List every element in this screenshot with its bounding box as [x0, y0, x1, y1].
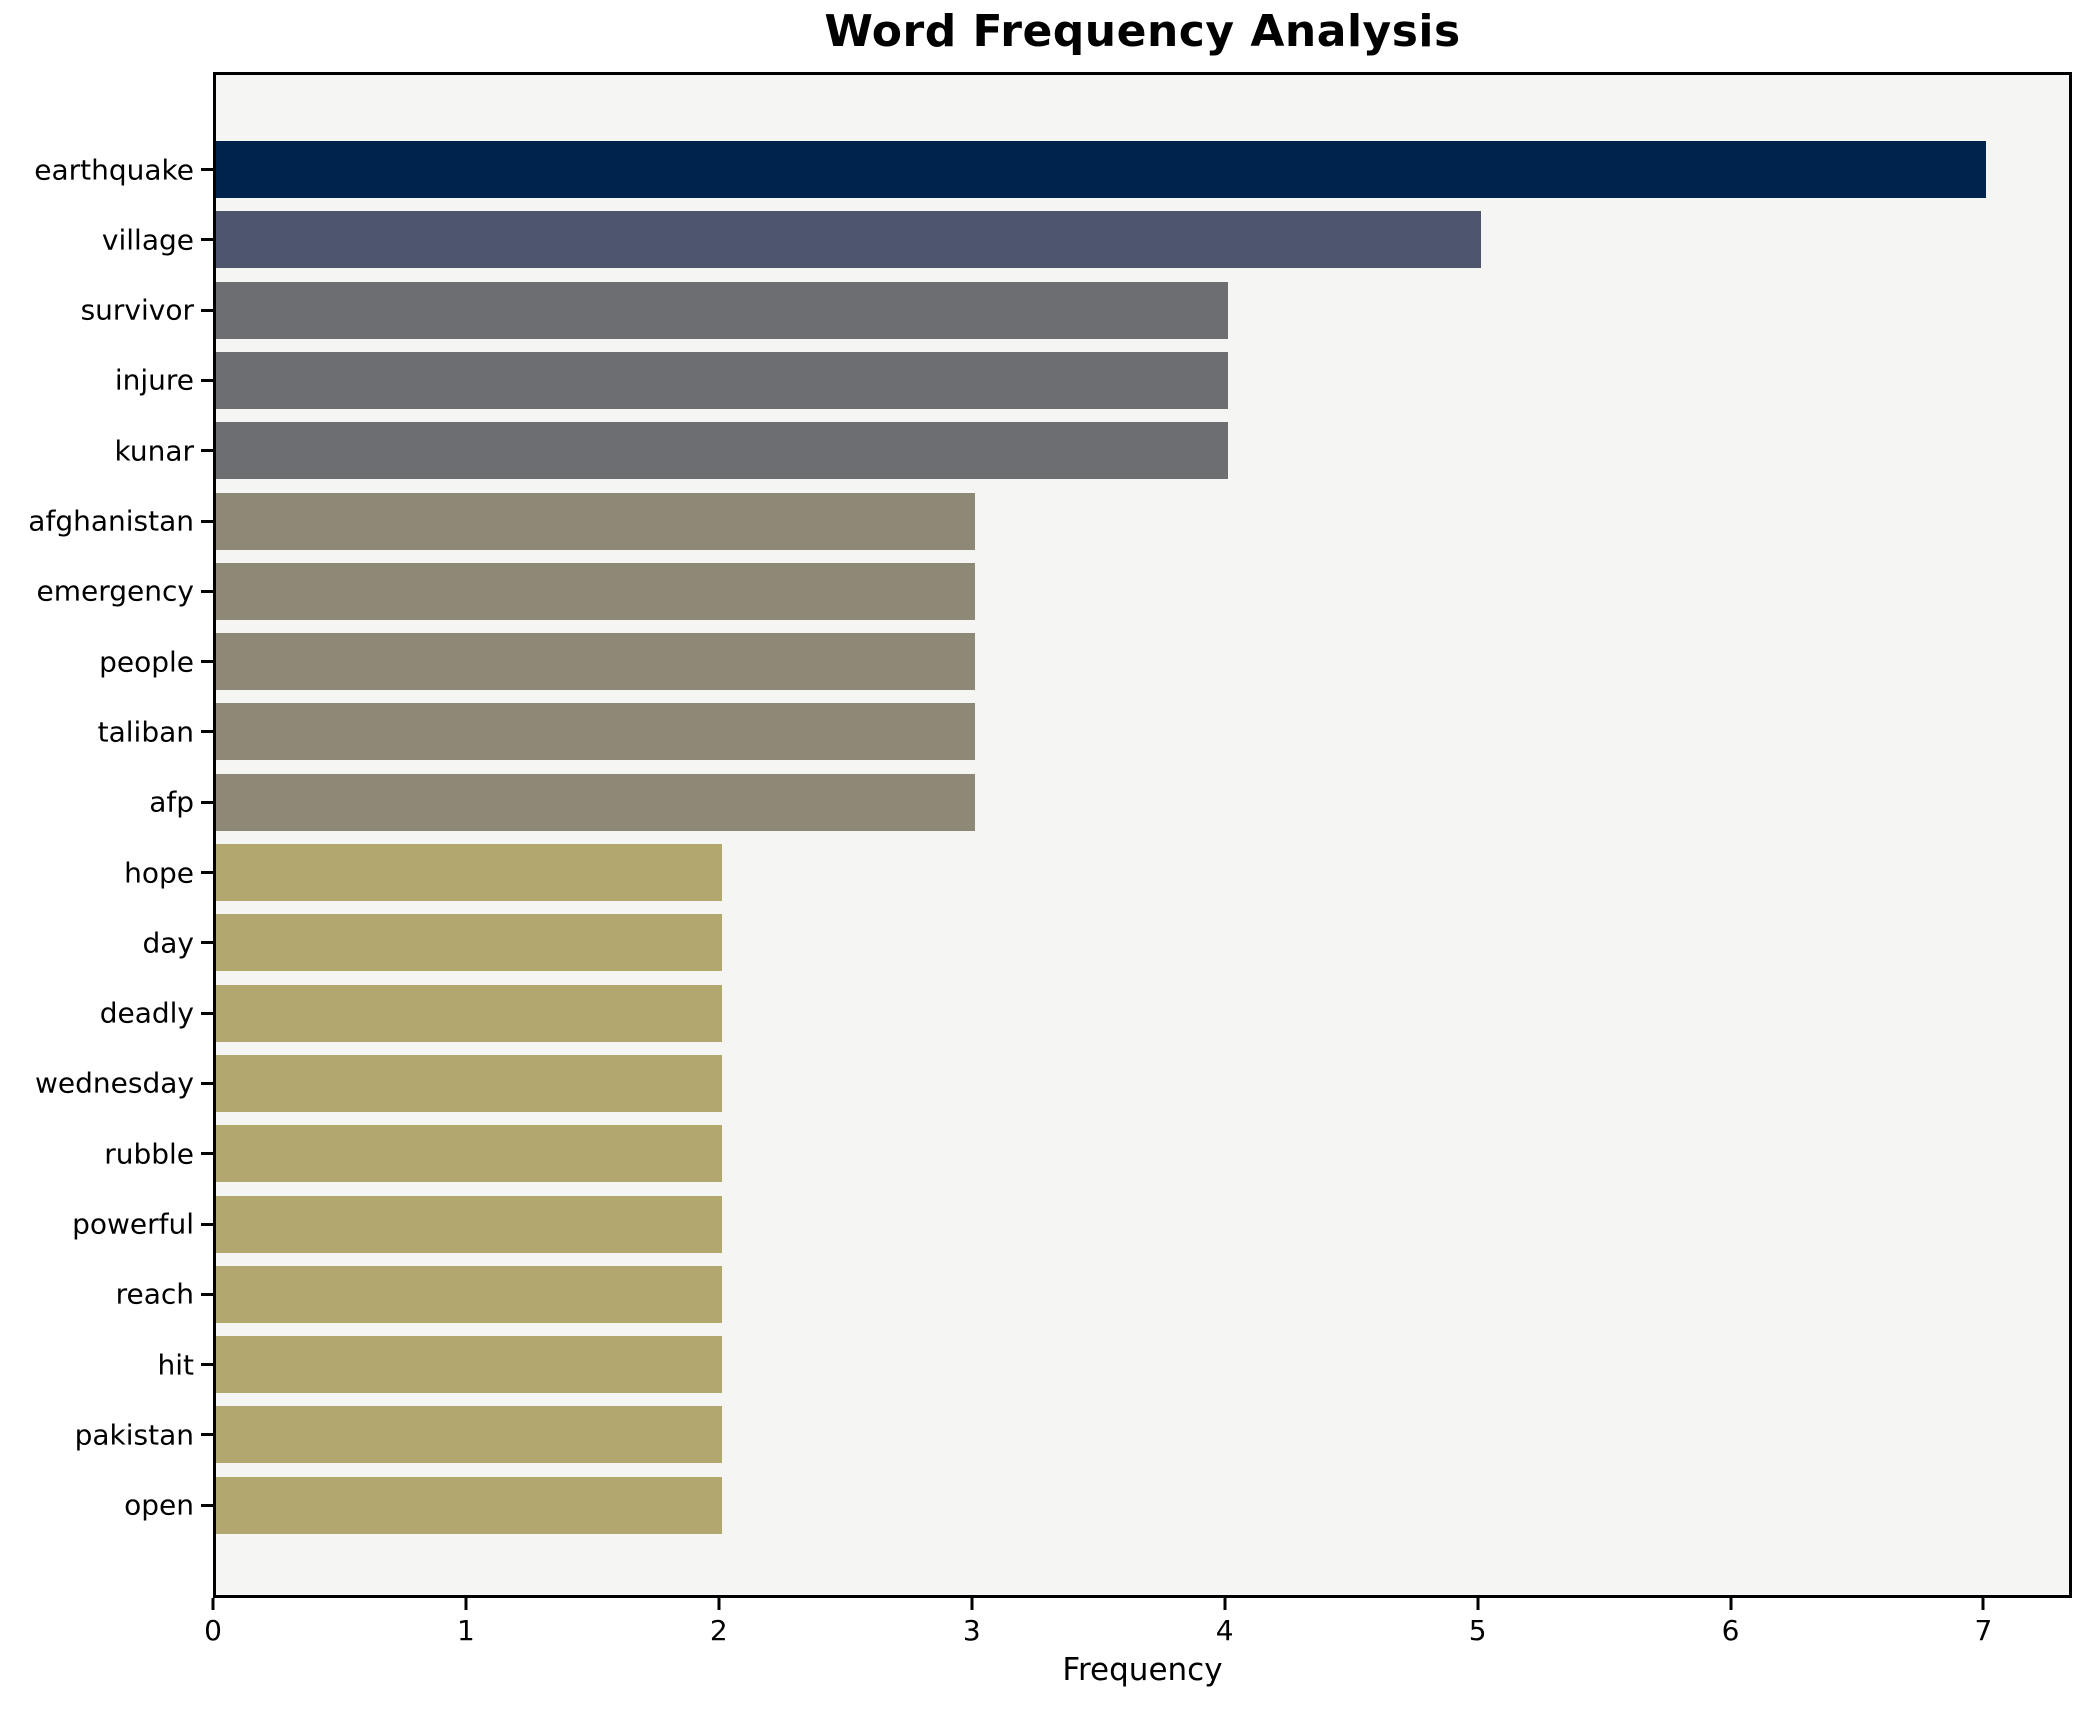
xtick-mark-6 [1729, 1598, 1733, 1610]
ytick-label-day: day [142, 926, 194, 960]
ytick-label-rubble: rubble [104, 1137, 194, 1171]
ytick-mark-taliban [201, 730, 213, 734]
ytick-mark-emergency [201, 589, 213, 593]
ytick-mark-rubble [201, 1152, 213, 1156]
ytick-mark-survivor [201, 308, 213, 312]
bar-deadly [216, 984, 722, 1042]
ytick-mark-wednesday [201, 1081, 213, 1085]
ytick-label-reach: reach [115, 1277, 194, 1311]
xtick-label-2: 2 [709, 1614, 728, 1647]
xtick-mark-3 [970, 1598, 974, 1610]
xtick-mark-1 [464, 1598, 468, 1610]
ytick-label-powerful: powerful [72, 1207, 194, 1241]
ytick-mark-deadly [201, 1011, 213, 1015]
ytick-mark-kunar [201, 449, 213, 453]
ytick-mark-pakistan [201, 1433, 213, 1437]
ytick-mark-hope [201, 871, 213, 874]
xtick-mark-7 [1981, 1598, 1985, 1610]
chart-title: Word Frequency Analysis [824, 6, 1461, 57]
xtick-label-5: 5 [1468, 1614, 1487, 1647]
ytick-mark-hit [201, 1363, 213, 1367]
bar-afp [216, 773, 975, 831]
bar-injure [216, 351, 1228, 409]
xtick-label-3: 3 [962, 1614, 981, 1647]
ytick-label-survivor: survivor [80, 293, 194, 327]
xtick-mark-0 [211, 1598, 215, 1610]
ytick-mark-afp [201, 800, 213, 804]
bar-emergency [216, 562, 975, 620]
bar-earthquake [216, 141, 1986, 198]
xtick-label-1: 1 [457, 1614, 475, 1647]
bar-survivor [216, 281, 1228, 339]
bars-group [216, 75, 2069, 1595]
bar-pakistan [216, 1406, 722, 1464]
xtick-label-0: 0 [204, 1614, 222, 1647]
bar-taliban [216, 703, 975, 761]
plot-area [213, 72, 2072, 1598]
bar-afghanistan [216, 492, 975, 550]
ytick-label-people: people [99, 645, 194, 679]
ytick-label-taliban: taliban [97, 715, 194, 749]
ytick-mark-village [201, 238, 213, 242]
ytick-label-pakistan: pakistan [74, 1418, 194, 1452]
ytick-label-hope: hope [124, 856, 194, 889]
bar-reach [216, 1265, 722, 1323]
ytick-mark-day [201, 941, 213, 945]
xtick-label-7: 7 [1974, 1614, 1993, 1647]
ytick-label-village: village [101, 223, 194, 257]
ytick-label-open: open [124, 1488, 194, 1522]
bar-hope [216, 844, 722, 901]
ytick-mark-earthquake [201, 168, 213, 171]
ytick-label-hit: hit [157, 1348, 194, 1382]
bar-rubble [216, 1125, 722, 1183]
ytick-mark-open [201, 1503, 213, 1507]
bar-village [216, 211, 1481, 269]
xtick-mark-4 [1223, 1598, 1227, 1610]
ytick-mark-powerful [201, 1222, 213, 1226]
ytick-label-deadly: deadly [99, 996, 194, 1030]
xtick-label-4: 4 [1215, 1614, 1234, 1647]
x-axis-label: Frequency [1062, 1652, 1223, 1688]
bar-wednesday [216, 1054, 722, 1112]
ytick-mark-people [201, 660, 213, 664]
xtick-mark-5 [1476, 1598, 1480, 1610]
ytick-label-kunar: kunar [114, 434, 194, 468]
ytick-label-wednesday: wednesday [35, 1066, 194, 1100]
ytick-mark-reach [201, 1292, 213, 1296]
ytick-mark-injure [201, 378, 213, 382]
bar-hit [216, 1336, 722, 1394]
bar-powerful [216, 1195, 722, 1253]
ytick-label-emergency: emergency [36, 574, 194, 608]
xtick-label-6: 6 [1721, 1614, 1740, 1647]
bar-open [216, 1476, 722, 1534]
bar-kunar [216, 422, 1228, 480]
ytick-label-afghanistan: afghanistan [28, 504, 194, 538]
bar-day [216, 914, 722, 972]
ytick-mark-afghanistan [201, 519, 213, 523]
bar-people [216, 633, 975, 691]
ytick-label-earthquake: earthquake [34, 153, 194, 186]
xtick-mark-2 [717, 1598, 721, 1610]
ytick-label-afp: afp [149, 785, 194, 819]
ytick-label-injure: injure [114, 363, 194, 397]
